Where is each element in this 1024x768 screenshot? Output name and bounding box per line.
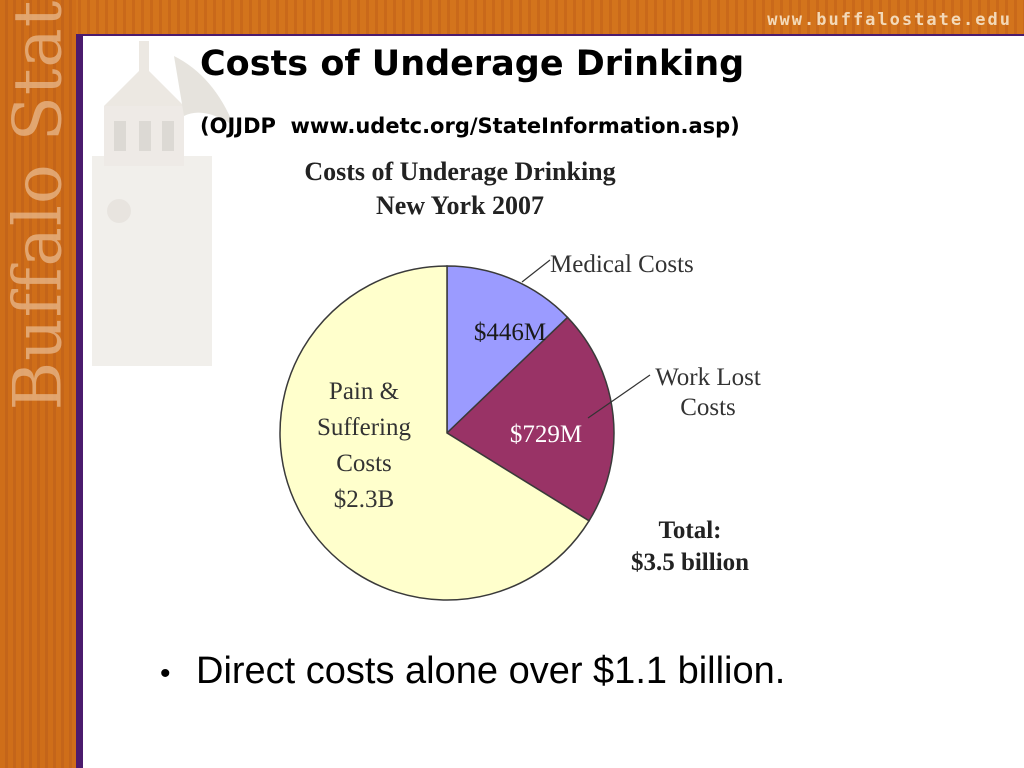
bullet-text: Direct costs alone over $1.1 billion. — [196, 650, 786, 692]
purple-top-divider — [76, 34, 1024, 36]
site-url: www.buffalostate.edu — [767, 10, 1012, 30]
pain-label-line-4: $2.3B — [334, 486, 394, 513]
medical-leader-line — [521, 259, 551, 283]
pain-label-line-2: Suffering — [317, 414, 411, 441]
top-banner: www.buffalostate.edu — [0, 0, 1024, 34]
value-medical: $446M — [474, 319, 546, 346]
pie-slice-1 — [445, 316, 615, 522]
chart-title-line-1: Costs of Underage Drinking — [304, 157, 615, 186]
total-label-line-1: Total: — [659, 517, 722, 544]
pie-slices — [279, 265, 615, 601]
building-watermark — [92, 41, 234, 366]
left-sidebar-band: Buffalo State — [0, 0, 77, 768]
bullet-dot-icon: • — [160, 657, 171, 690]
worklost-leader-line — [587, 374, 651, 419]
purple-divider — [76, 34, 83, 768]
total-label-line-2: $3.5 billion — [631, 549, 749, 576]
pain-label-line-3: Costs — [336, 450, 392, 477]
pie-slice-2 — [279, 265, 591, 601]
value-work-lost: $729M — [510, 421, 582, 448]
label-work-lost-line-1: Work Lost — [655, 364, 761, 391]
pie-slice-0 — [446, 265, 569, 435]
chart-title-line-2: New York 2007 — [376, 191, 544, 220]
label-medical-costs: Medical Costs — [550, 251, 694, 278]
label-work-lost-line-2: Costs — [680, 394, 736, 421]
slide-title: Costs of Underage Drinking — [200, 44, 745, 84]
pain-label-line-1: Pain & — [329, 378, 399, 405]
bullet-item: • Direct costs alone over $1.1 billion. — [160, 650, 785, 693]
slide-subtitle: (OJJDP www.udetc.org/StateInformation.as… — [200, 114, 740, 138]
brand-vertical-text: Buffalo State — [0, 0, 77, 411]
pie-chart: Costs of Underage Drinking New York 2007… — [279, 157, 761, 601]
